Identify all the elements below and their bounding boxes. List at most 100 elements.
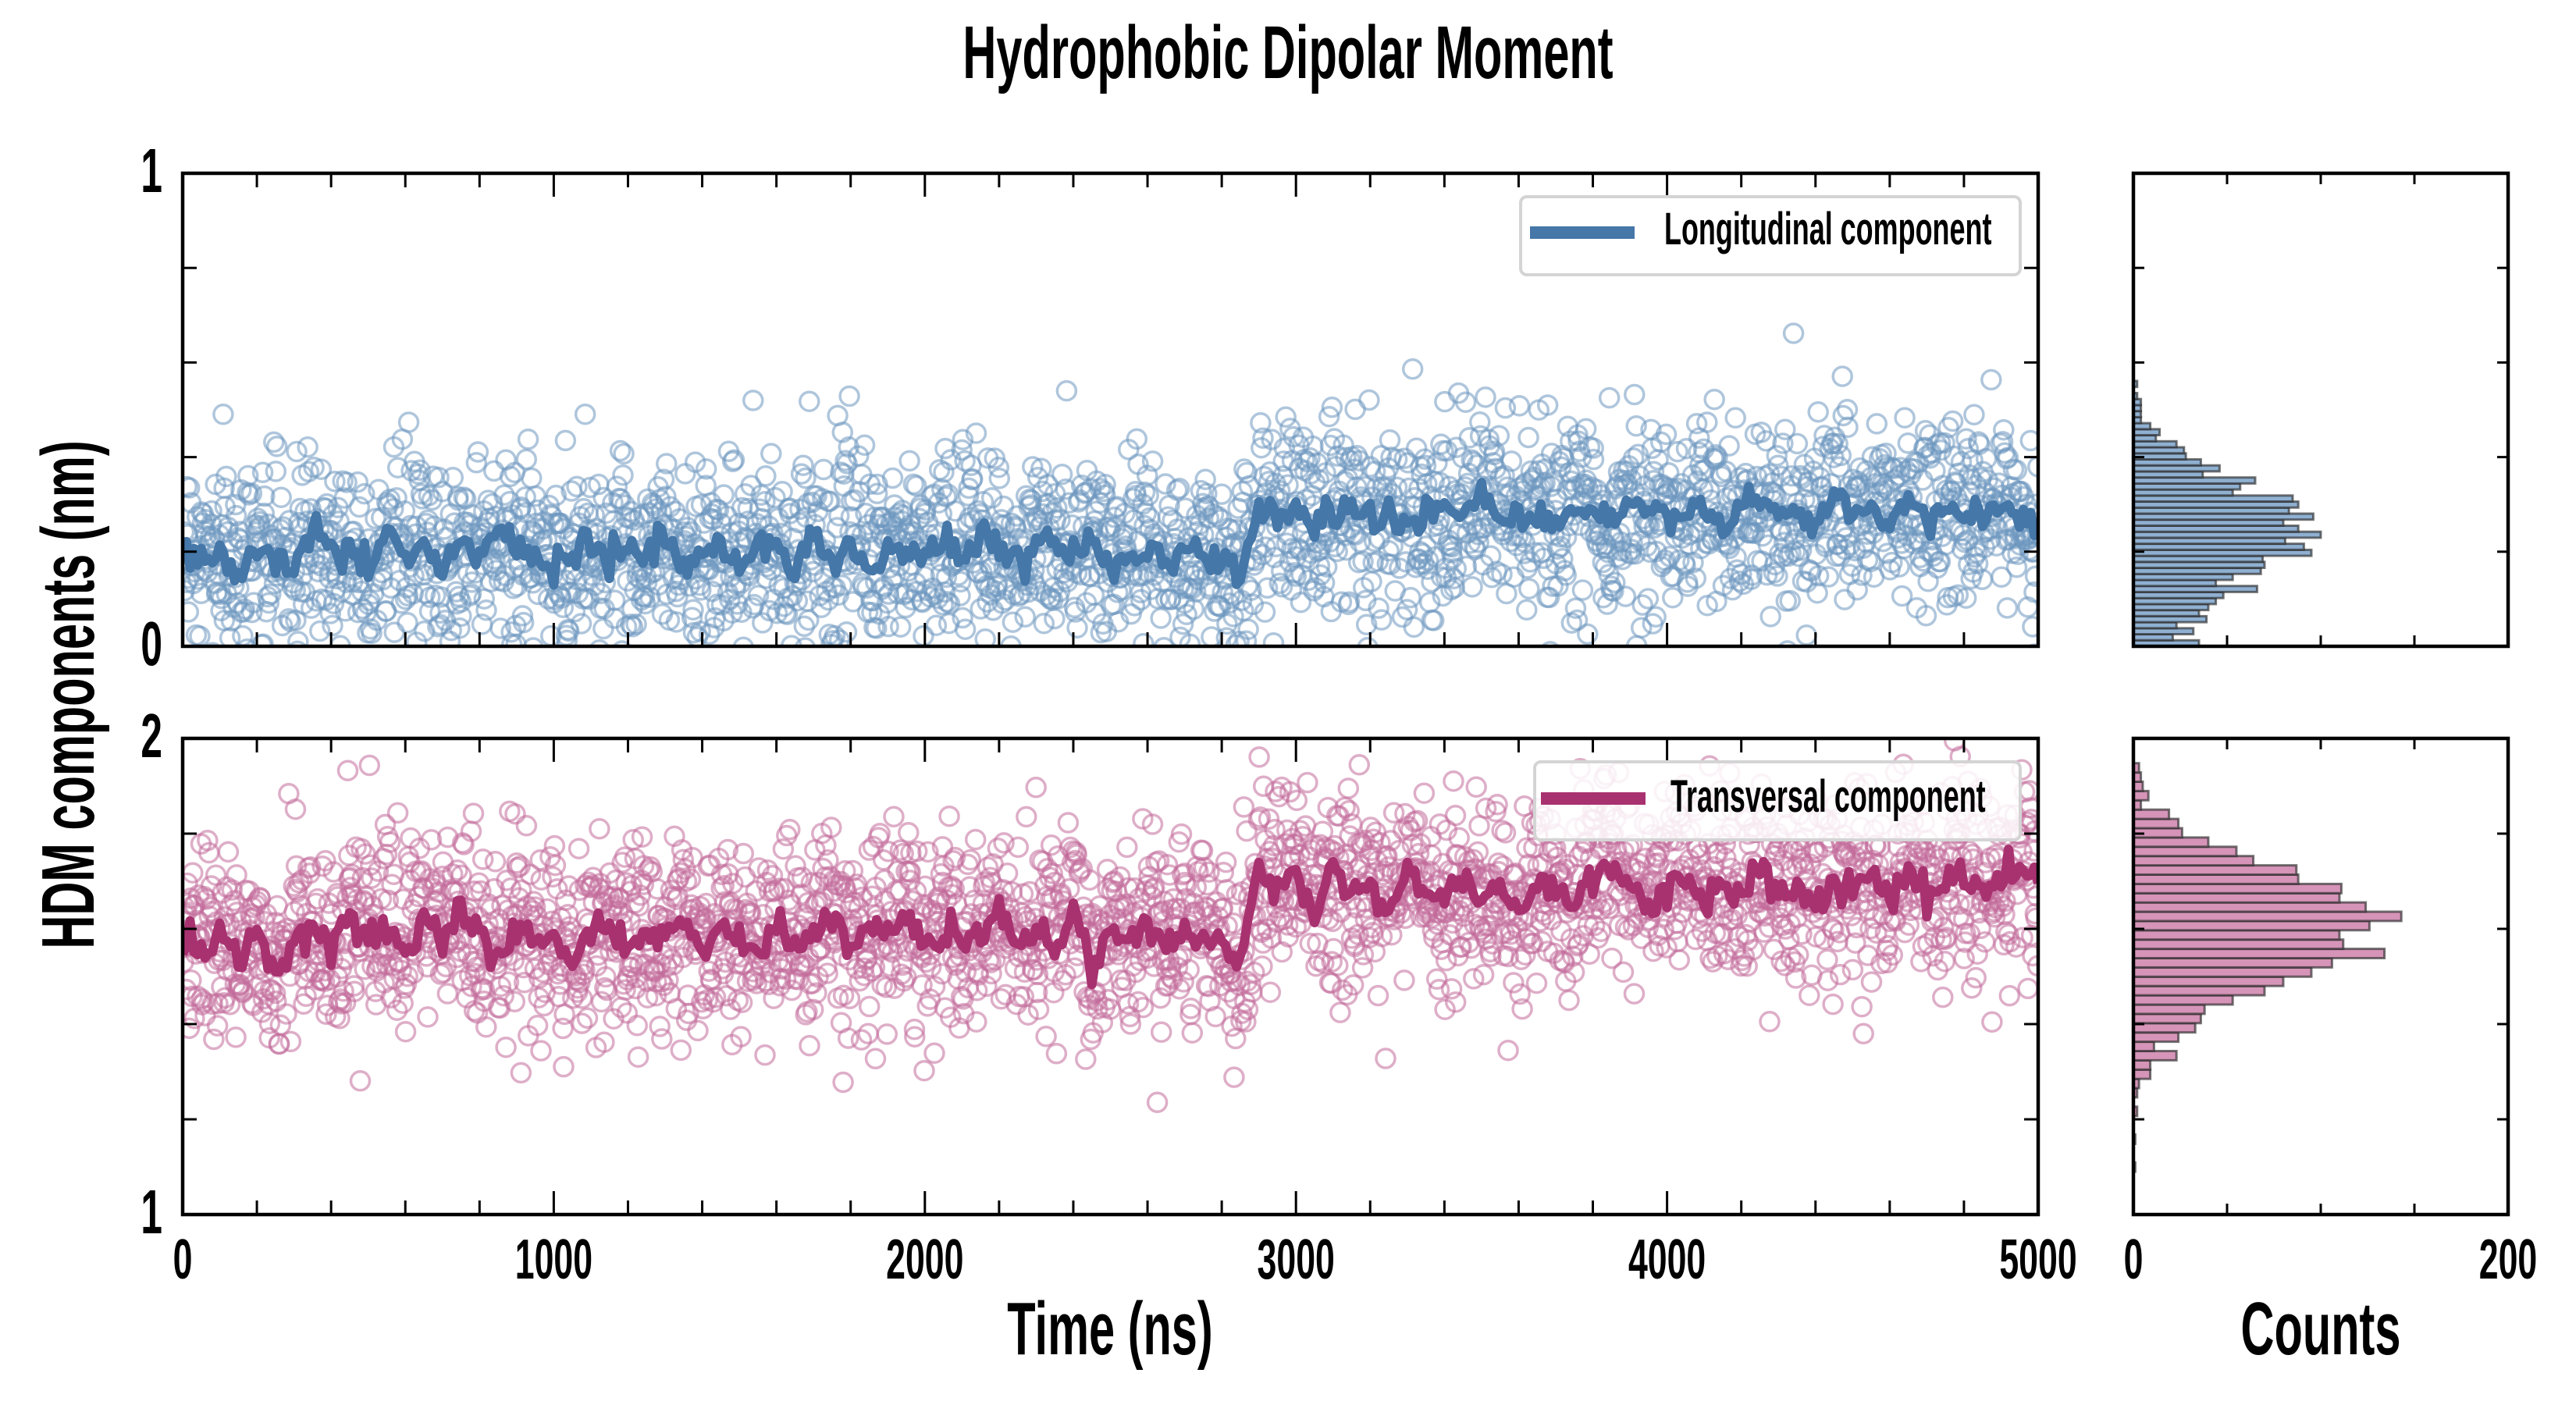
scatter-point [1724, 407, 1746, 429]
scatter-point [970, 598, 991, 620]
scatter-point [253, 502, 276, 525]
scatter-point [524, 896, 546, 918]
scatter-point [1829, 963, 1852, 986]
scatter-point [1532, 474, 1554, 496]
scatter-point [1079, 869, 1101, 891]
scatter-point [226, 864, 247, 886]
scatter-point [1540, 475, 1562, 497]
scatter-point [409, 459, 431, 482]
scatter-point [258, 1012, 281, 1034]
scatter-point [1313, 571, 1336, 594]
scatter-point [785, 855, 806, 877]
scatter-point [497, 971, 520, 994]
scatter-point [1351, 957, 1374, 979]
scatter-point [183, 477, 201, 499]
scatter-point [1900, 899, 1922, 922]
scatter-point [201, 500, 222, 522]
scatter-point [993, 832, 1015, 854]
scatter-point [269, 740, 288, 759]
scatter-point [1259, 981, 1282, 1003]
scatter-point [252, 633, 274, 646]
scatter-point [265, 991, 287, 1012]
scatter-point [270, 486, 292, 508]
scatter-point [996, 862, 1019, 884]
scatter-point [1389, 557, 1411, 579]
scatter-point [1185, 581, 1207, 603]
scatter-point [1117, 993, 1140, 1015]
scatter-point [1841, 959, 1864, 981]
scatter-point [592, 617, 614, 640]
scatter-point [603, 589, 626, 611]
scatter-point [858, 995, 881, 1018]
scatter-point [906, 475, 927, 497]
scatter-point [1578, 943, 1600, 966]
scatter-point [861, 602, 883, 624]
scatter-point [450, 864, 472, 887]
scatter-point [1360, 816, 1382, 838]
scatter-point [428, 466, 450, 489]
scatter-point [1536, 394, 1559, 416]
scatter-point [1240, 579, 1262, 601]
scatter-point [1216, 613, 1238, 635]
scatter-point [1026, 963, 1049, 986]
scatter-point [1763, 938, 1785, 961]
scatter-point [1259, 461, 1281, 483]
scatter-point [690, 579, 712, 601]
scatter-point [977, 856, 999, 878]
scatter-point [1468, 815, 1490, 837]
scatter-point [813, 458, 834, 481]
scatter-point [1059, 877, 1080, 900]
scatter-point [1488, 425, 1510, 446]
scatter-point [1297, 569, 1320, 592]
scatter-point [513, 971, 535, 994]
scatter-point [1443, 567, 1465, 590]
scatter-point [904, 1026, 926, 1048]
scatter-point [1795, 624, 1817, 646]
scatter-point [215, 465, 237, 488]
scatter-point [1286, 789, 1308, 812]
scatter-point [590, 991, 613, 1013]
scatter-point [1790, 539, 1813, 561]
scatter-point [1891, 585, 1913, 607]
scatter-point [341, 863, 363, 886]
scatter-point [386, 999, 408, 1021]
scatter-point [1497, 1039, 1519, 1062]
scatter-point [1248, 746, 1270, 768]
scatter-point [1742, 938, 1764, 961]
scatter-point [1172, 971, 1194, 993]
scatter-point [764, 486, 786, 509]
scatter-point [1179, 633, 1201, 646]
scatter-point [1839, 534, 1861, 556]
scatter-point [1440, 978, 1463, 1000]
scatter-point [1352, 550, 1374, 573]
scatter-point [515, 448, 538, 471]
scatter-point [307, 887, 329, 910]
scatter-point [1455, 555, 1478, 578]
scatter-point [1656, 937, 1678, 959]
scatter-point [1045, 1043, 1068, 1065]
scatter-point [1603, 580, 1624, 603]
scatter-point [1386, 448, 1408, 471]
scatter-point [1371, 609, 1393, 631]
scatter-point [1590, 920, 1612, 942]
scatter-point [2005, 557, 2028, 578]
scatter-point [1598, 386, 1621, 409]
scatter-point [1816, 969, 1839, 991]
scatter-point [263, 431, 285, 454]
scatter-point [1254, 601, 1276, 623]
scatter-point [906, 840, 928, 863]
scatter-point [1552, 548, 1574, 570]
scatter-point [204, 642, 222, 646]
scatter-point [395, 973, 418, 995]
scatter-point [197, 830, 219, 852]
scatter-point [766, 603, 788, 624]
scatter-point [1031, 480, 1054, 503]
scatter-point [948, 648, 966, 667]
scatter-point [933, 461, 955, 483]
scatter-point [1442, 912, 1464, 934]
scatter-point [287, 631, 309, 646]
scatter-point [191, 994, 213, 1016]
scatter-point [475, 1016, 497, 1038]
scatter-point [795, 467, 817, 489]
scatter-point [1731, 563, 1752, 585]
